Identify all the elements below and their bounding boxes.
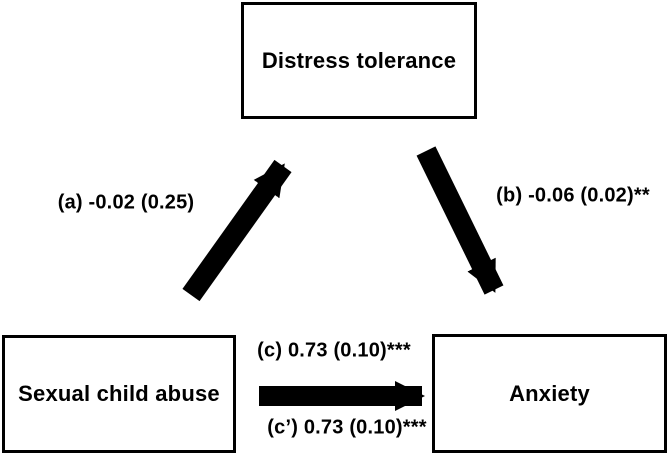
node-sexual-child-abuse-label: Sexual child abuse: [18, 381, 220, 406]
node-anxiety-label: Anxiety: [509, 380, 590, 406]
node-anxiety: Anxiety: [432, 334, 667, 453]
node-sexual-child-abuse: Sexual child abuse: [2, 335, 236, 453]
path-c-coefficient-label: (c) 0.73 (0.10)***: [257, 339, 411, 362]
path-c-prime-coefficient-label: (c’) 0.73 (0.10)***: [267, 416, 427, 439]
path-a-arrow-icon: [182, 159, 292, 302]
node-distress-tolerance-label: Distress tolerance: [261, 47, 457, 73]
path-a-coefficient-label: (a) -0.02 (0.25): [57, 191, 195, 214]
path-b-coefficient-label: (b) -0.06 (0.02)**: [496, 184, 650, 207]
path-b-arrow-icon: [416, 146, 504, 295]
node-distress-tolerance: Distress tolerance: [241, 2, 477, 119]
